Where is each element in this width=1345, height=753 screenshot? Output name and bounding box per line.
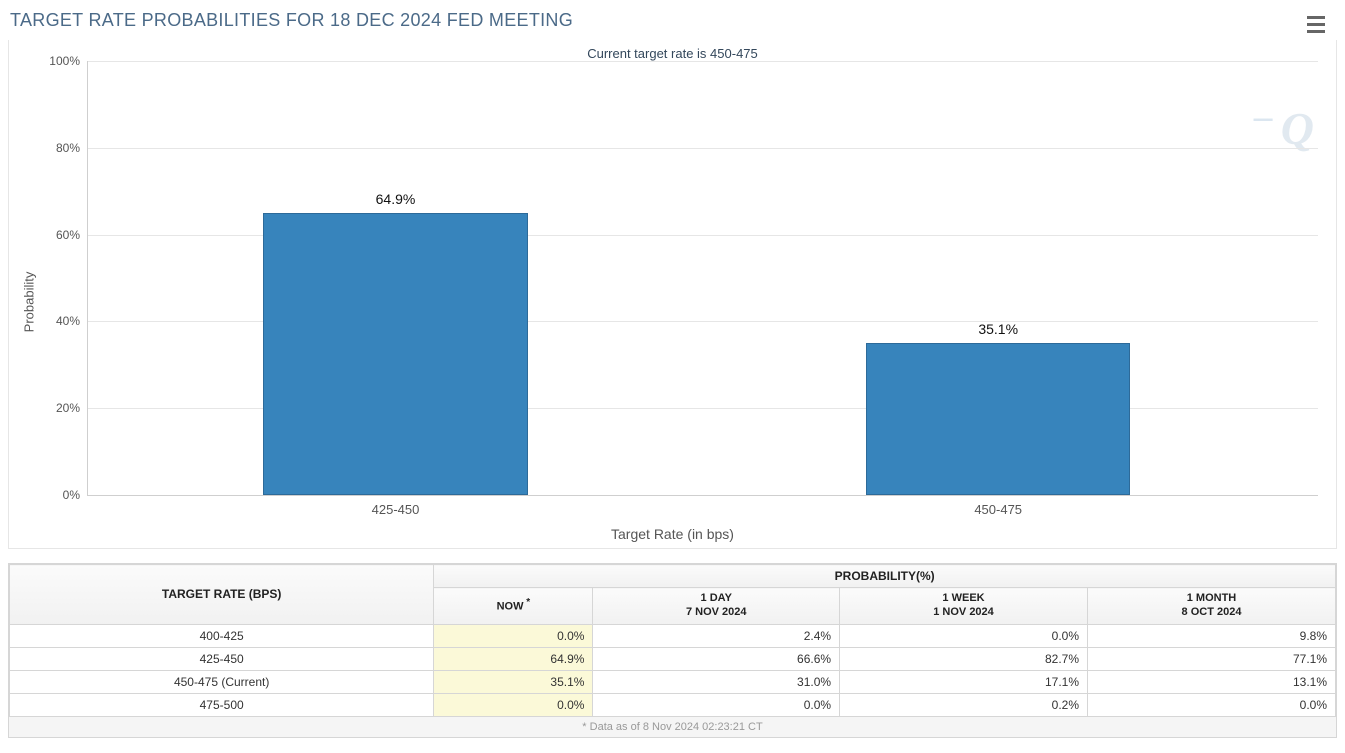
table-subheader: 1 WEEK1 NOV 2024 — [840, 588, 1088, 625]
y-tick-label: 60% — [40, 228, 80, 242]
row-label: 450-475 (Current) — [10, 670, 434, 693]
chart-plot-area: 0%20%40%60%80%100%64.9%425-45035.1%450-4… — [87, 61, 1318, 496]
table-footnote: * Data as of 8 Nov 2024 02:23:21 CT — [9, 717, 1336, 737]
y-tick-label: 20% — [40, 401, 80, 415]
table-header-probability: PROBABILITY(%) — [434, 565, 1336, 588]
cell-value: 77.1% — [1088, 647, 1336, 670]
cell-value: 82.7% — [840, 647, 1088, 670]
probability-table: TARGET RATE (BPS)PROBABILITY(%)NOW *1 DA… — [8, 563, 1337, 738]
row-label: 425-450 — [10, 647, 434, 670]
chart-menu-button[interactable] — [1303, 10, 1331, 38]
cell-value: 0.0% — [434, 693, 593, 716]
cell-value: 13.1% — [1088, 670, 1336, 693]
cell-value: 66.6% — [593, 647, 840, 670]
cell-value: 0.0% — [434, 624, 593, 647]
cell-value: 2.4% — [593, 624, 840, 647]
bar-value-label: 35.1% — [938, 321, 1058, 337]
table-subheader: 1 MONTH8 OCT 2024 — [1088, 588, 1336, 625]
chart-bar[interactable] — [263, 213, 527, 495]
y-axis-title: Probability — [22, 271, 37, 332]
table-row: 475-5000.0%0.0%0.2%0.0% — [10, 693, 1336, 716]
cell-value: 0.0% — [840, 624, 1088, 647]
table-row: 425-45064.9%66.6%82.7%77.1% — [10, 647, 1336, 670]
chart-subtitle: Current target rate is 450-475 — [17, 46, 1328, 61]
table-subheader: NOW * — [434, 588, 593, 625]
cell-value: 35.1% — [434, 670, 593, 693]
y-tick-label: 100% — [40, 54, 80, 68]
cell-value: 0.2% — [840, 693, 1088, 716]
bar-value-label: 64.9% — [336, 191, 456, 207]
y-tick-label: 80% — [40, 141, 80, 155]
table-row: 400-4250.0%2.4%0.0%9.8% — [10, 624, 1336, 647]
chart-bar[interactable] — [866, 343, 1130, 495]
cell-value: 9.8% — [1088, 624, 1336, 647]
row-label: 400-425 — [10, 624, 434, 647]
x-tick-label: 450-475 — [974, 502, 1022, 517]
table-row: 450-475 (Current)35.1%31.0%17.1%13.1% — [10, 670, 1336, 693]
x-tick-label: 425-450 — [372, 502, 420, 517]
y-tick-label: 0% — [40, 488, 80, 502]
gridline — [88, 61, 1318, 62]
table-header-target-rate: TARGET RATE (BPS) — [10, 565, 434, 625]
cell-value: 64.9% — [434, 647, 593, 670]
table-subheader: 1 DAY7 NOV 2024 — [593, 588, 840, 625]
cell-value: 31.0% — [593, 670, 840, 693]
cell-value: 0.0% — [1088, 693, 1336, 716]
gridline — [88, 148, 1318, 149]
cell-value: 0.0% — [593, 693, 840, 716]
x-axis-title: Target Rate (in bps) — [17, 526, 1328, 542]
y-tick-label: 40% — [40, 314, 80, 328]
row-label: 475-500 — [10, 693, 434, 716]
cell-value: 17.1% — [840, 670, 1088, 693]
chart-container: Current target rate is 450-475 ---‑ Q Pr… — [8, 40, 1337, 549]
page-title: TARGET RATE PROBABILITIES FOR 18 DEC 202… — [8, 6, 573, 33]
